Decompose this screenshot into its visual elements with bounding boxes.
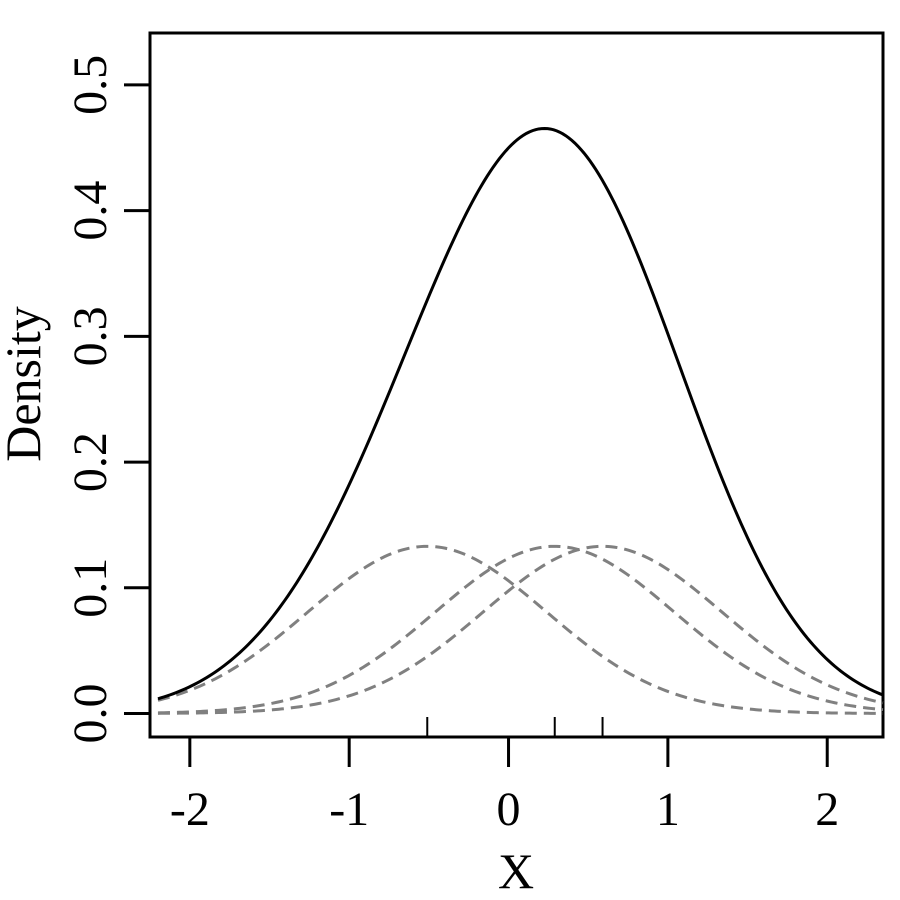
y-tick-label-3: 0.3 <box>64 306 117 366</box>
curves <box>157 126 884 715</box>
x-axis-label: X <box>498 843 534 899</box>
x-tick-label-2: 0 <box>497 783 521 836</box>
y-tick-label-5: 0.5 <box>64 55 117 115</box>
x-tick-label-3: 1 <box>656 783 680 836</box>
kernel-curve-2 <box>157 544 884 715</box>
y-tick-label-2: 0.2 <box>64 432 117 492</box>
x-tick-label-1: -1 <box>329 783 369 836</box>
rug-marks <box>426 717 604 737</box>
kernel-curve-1 <box>157 544 884 715</box>
x-axis: -2 -1 0 1 2 <box>170 735 839 836</box>
density-curve <box>157 126 884 701</box>
x-tick-label-4: 2 <box>815 783 839 836</box>
y-tick-label-4: 0.4 <box>64 181 117 241</box>
y-axis: 0.0 0.1 0.2 0.3 0.4 0.5 <box>64 55 152 743</box>
kernel-curve-3 <box>157 544 884 715</box>
x-tick-label-0: -2 <box>170 783 210 836</box>
y-tick-label-0: 0.0 <box>64 683 117 743</box>
y-tick-label-1: 0.1 <box>64 558 117 618</box>
y-axis-label: Density <box>0 306 51 462</box>
